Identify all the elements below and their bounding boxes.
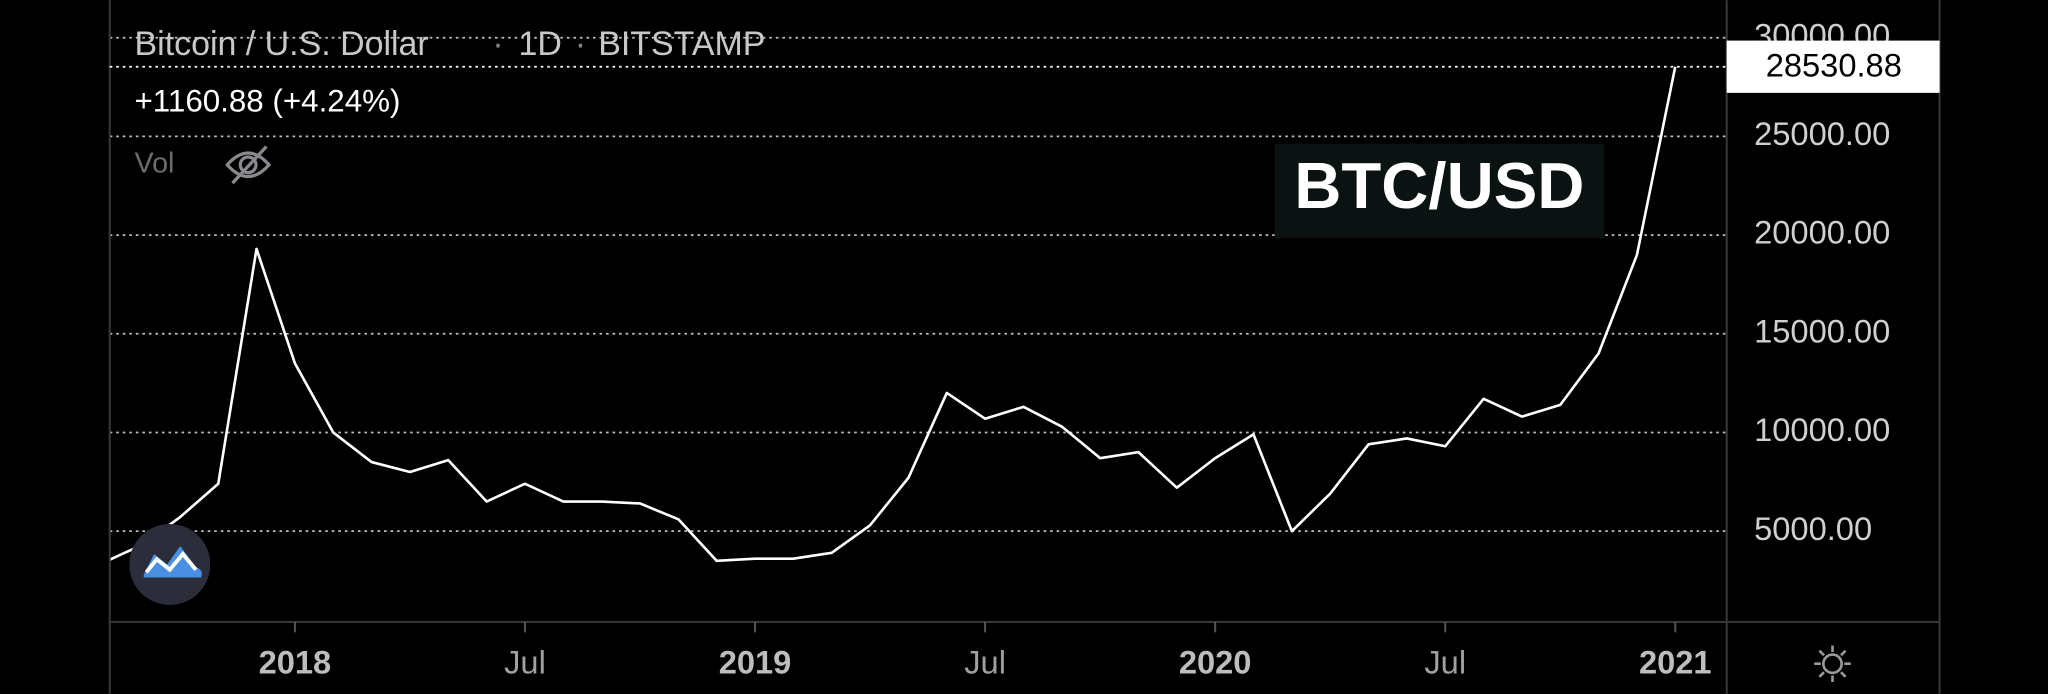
last-price-label: 28530.88	[1766, 47, 1902, 84]
hide-icon[interactable]	[225, 145, 272, 185]
y-tick-label: 5000.00	[1754, 510, 1872, 547]
logo-button[interactable]	[129, 523, 211, 605]
symbol-title: Bitcoin / U.S. Dollar	[135, 25, 429, 63]
x-tick-label: Jul	[964, 644, 1006, 681]
x-tick-label: Jul	[1424, 644, 1466, 681]
x-tick-label: 2020	[1179, 644, 1252, 681]
interval: 1D	[519, 25, 562, 63]
plot-area	[109, 66, 1677, 563]
y-tick-label: 25000.00	[1754, 115, 1890, 152]
annotation-bg	[1274, 143, 1604, 238]
volume-label: Vol	[135, 147, 175, 179]
y-tick-label: 20000.00	[1754, 214, 1890, 251]
separator: ·	[575, 25, 586, 63]
x-tick-label: 2019	[719, 644, 792, 681]
price-line	[109, 66, 1677, 563]
x-tick-label: Jul	[504, 644, 546, 681]
y-tick-label: 15000.00	[1754, 312, 1890, 349]
annotation: BTC/USD	[1294, 149, 1584, 222]
last-price-box	[1726, 40, 1940, 93]
change: +1160.88 (+4.24%)	[135, 84, 401, 119]
x-tick-label: 2021	[1639, 644, 1712, 681]
y-tick-label: 10000.00	[1754, 411, 1890, 448]
settings-icon[interactable]	[1814, 645, 1851, 683]
separator: ·	[492, 25, 503, 63]
x-tick-label: 2018	[259, 644, 332, 681]
exchange: BITSTAMP	[598, 25, 765, 63]
